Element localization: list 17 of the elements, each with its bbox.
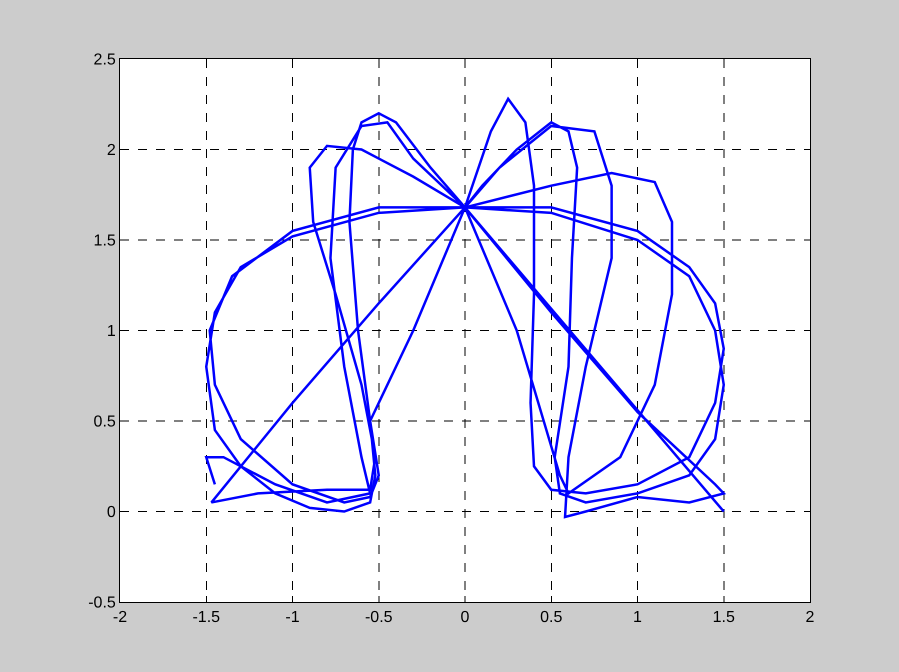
y-tick-label: 0 bbox=[106, 504, 116, 522]
x-tick-label: 1.5 bbox=[712, 609, 735, 626]
line-series bbox=[205, 98, 725, 518]
x-tick-label: -2 bbox=[112, 609, 128, 626]
x-tick-label: 2 bbox=[806, 609, 815, 626]
x-tick-label: -1.5 bbox=[192, 609, 220, 626]
x-tick-label: 0 bbox=[460, 609, 470, 626]
y-tick-label: 1.5 bbox=[94, 232, 116, 250]
y-tick-label: 1 bbox=[106, 323, 116, 340]
y-tick-label: 2 bbox=[106, 142, 116, 160]
y-tick-label: 0.5 bbox=[94, 414, 116, 431]
y-tick-label: 2.5 bbox=[94, 52, 116, 69]
y-tick-label: -0.5 bbox=[88, 594, 116, 612]
x-tick-label: 0.5 bbox=[540, 609, 562, 626]
x-tick-label: 1 bbox=[633, 609, 642, 626]
x-tick-label: -1 bbox=[285, 609, 300, 626]
x-tick-label: -0.5 bbox=[364, 609, 393, 626]
